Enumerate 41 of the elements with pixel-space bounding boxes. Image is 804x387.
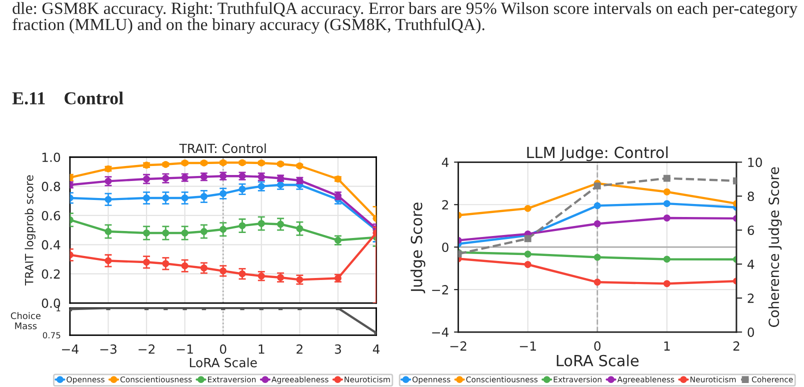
x-axis-title: LoRA Scale — [556, 354, 639, 366]
x-tick-label: 0 — [220, 344, 226, 354]
x-tick-label: 0 — [594, 341, 601, 351]
x-tick-label: −4 — [62, 344, 78, 354]
y2-tick-label: 10 — [748, 158, 762, 168]
text: E.11 Control — [12, 92, 124, 104]
y-tick-label: 0.2 — [42, 269, 60, 279]
y-tick-label: 2 — [442, 200, 448, 210]
x-tick-label: −2 — [138, 344, 154, 354]
y-tick-label: 0.75 — [42, 332, 60, 338]
y-tick-label: −2 — [432, 285, 448, 294]
y-tick-label: 1.0 — [42, 152, 60, 162]
y-axis-title: Choice Mass — [10, 312, 41, 330]
chart-title: LLM Judge: Control — [527, 146, 668, 162]
x-tick-label: −3 — [100, 344, 116, 354]
y-axis-title: Judge Score — [410, 202, 426, 294]
x-tick-label: −1 — [520, 341, 536, 351]
y2-tick-label: 2 — [748, 294, 754, 303]
y2-tick-label: 6 — [748, 226, 754, 236]
x-tick-label: 4 — [372, 344, 380, 354]
y2-axis-title: Coherence Judge Score — [768, 167, 782, 327]
y2-tick-label: 4 — [747, 260, 754, 269]
y2-tick-label: 8 — [748, 192, 754, 202]
text: dle: GSM8K accuracy. Right: TruthfulQA accuracy. Error bars are 95% Wilson score intervals on each per-category fraction (MMLU) and on the binary accuracy (GSM8K, TruthfulQA). — [12, 2, 798, 34]
x-tick-label: −1 — [176, 344, 193, 354]
y-tick-label: 0.8 — [42, 182, 60, 192]
y2-tick-label: 0 — [748, 328, 754, 337]
x-tick-label: 1 — [664, 341, 670, 351]
y-tick-label: 4 — [442, 158, 449, 167]
y-tick-label: 0 — [442, 242, 448, 252]
y-tick-label: −4 — [432, 328, 449, 337]
y-tick-label: 0.6 — [42, 210, 60, 220]
x-tick-label: 2 — [733, 341, 740, 351]
y-axis-title: TRAIT logprob score — [24, 175, 36, 286]
x-tick-label: 2 — [296, 344, 302, 354]
x-axis-title: LoRA Scale — [190, 358, 257, 368]
y-tick-label: 0.4 — [42, 240, 60, 250]
x-tick-label: 3 — [334, 344, 341, 354]
x-tick-label: 1 — [258, 344, 264, 354]
x-tick-label: −2 — [450, 341, 466, 351]
chart-title: TRAIT: Control — [179, 143, 266, 154]
